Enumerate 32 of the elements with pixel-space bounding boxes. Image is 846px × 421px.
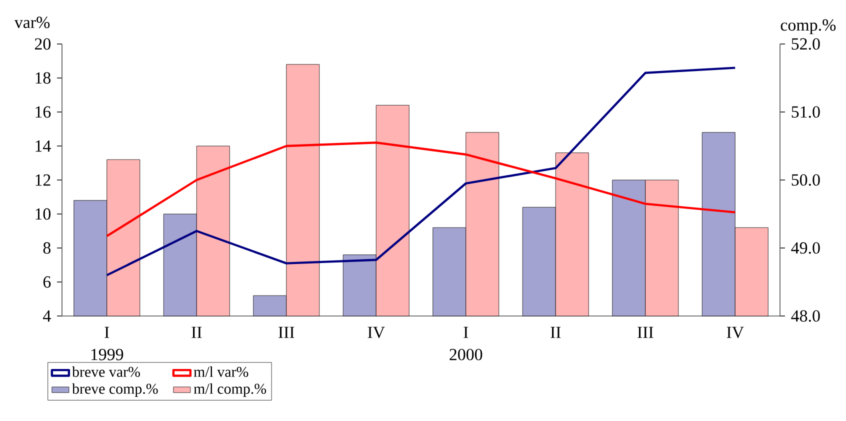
y-tick-label: 10 bbox=[36, 208, 51, 220]
y-tick-label: 18 bbox=[36, 72, 51, 84]
y2-axis-title: comp.% bbox=[780, 19, 836, 34]
line-series bbox=[106, 142, 736, 238]
x-tick-label: II bbox=[192, 326, 202, 338]
y-axis-title: var% bbox=[14, 16, 50, 28]
y2-tick-label: 50.0 bbox=[792, 174, 820, 186]
line-series bbox=[106, 66, 736, 276]
y-tick-label: 14 bbox=[36, 140, 51, 152]
text: 1999 bbox=[91, 348, 124, 360]
y-tick-label: 16 bbox=[36, 106, 51, 118]
legend-label: m/l var% bbox=[194, 366, 248, 377]
x-tick-label: IV bbox=[726, 326, 744, 338]
y2-tick-label: 48.0 bbox=[791, 310, 820, 322]
legend-label: m/l comp.% bbox=[194, 383, 266, 397]
x-tick-label: III bbox=[638, 326, 654, 338]
y-tick-label: 8 bbox=[43, 242, 51, 254]
y-tick-label: 12 bbox=[36, 174, 50, 186]
legend-label: breve var% bbox=[72, 366, 140, 377]
y2-tick-label: 51.0 bbox=[792, 106, 820, 118]
y-tick-label: 4 bbox=[43, 310, 51, 322]
x-tick-label: I bbox=[104, 326, 110, 338]
x-tick-label: I bbox=[464, 326, 468, 338]
y2-tick-label: 52.0 bbox=[792, 38, 820, 50]
y-tick-label: 6 bbox=[43, 276, 51, 288]
y-tick-label: 20 bbox=[34, 38, 51, 50]
x-tick-label: IV bbox=[368, 326, 385, 338]
y2-tick-label: 49.0 bbox=[791, 242, 820, 254]
legend-label: breve comp.% bbox=[72, 383, 158, 397]
text: 2000 bbox=[450, 348, 482, 360]
x-tick-label: III bbox=[278, 326, 294, 338]
x-tick-label: II bbox=[550, 326, 561, 338]
